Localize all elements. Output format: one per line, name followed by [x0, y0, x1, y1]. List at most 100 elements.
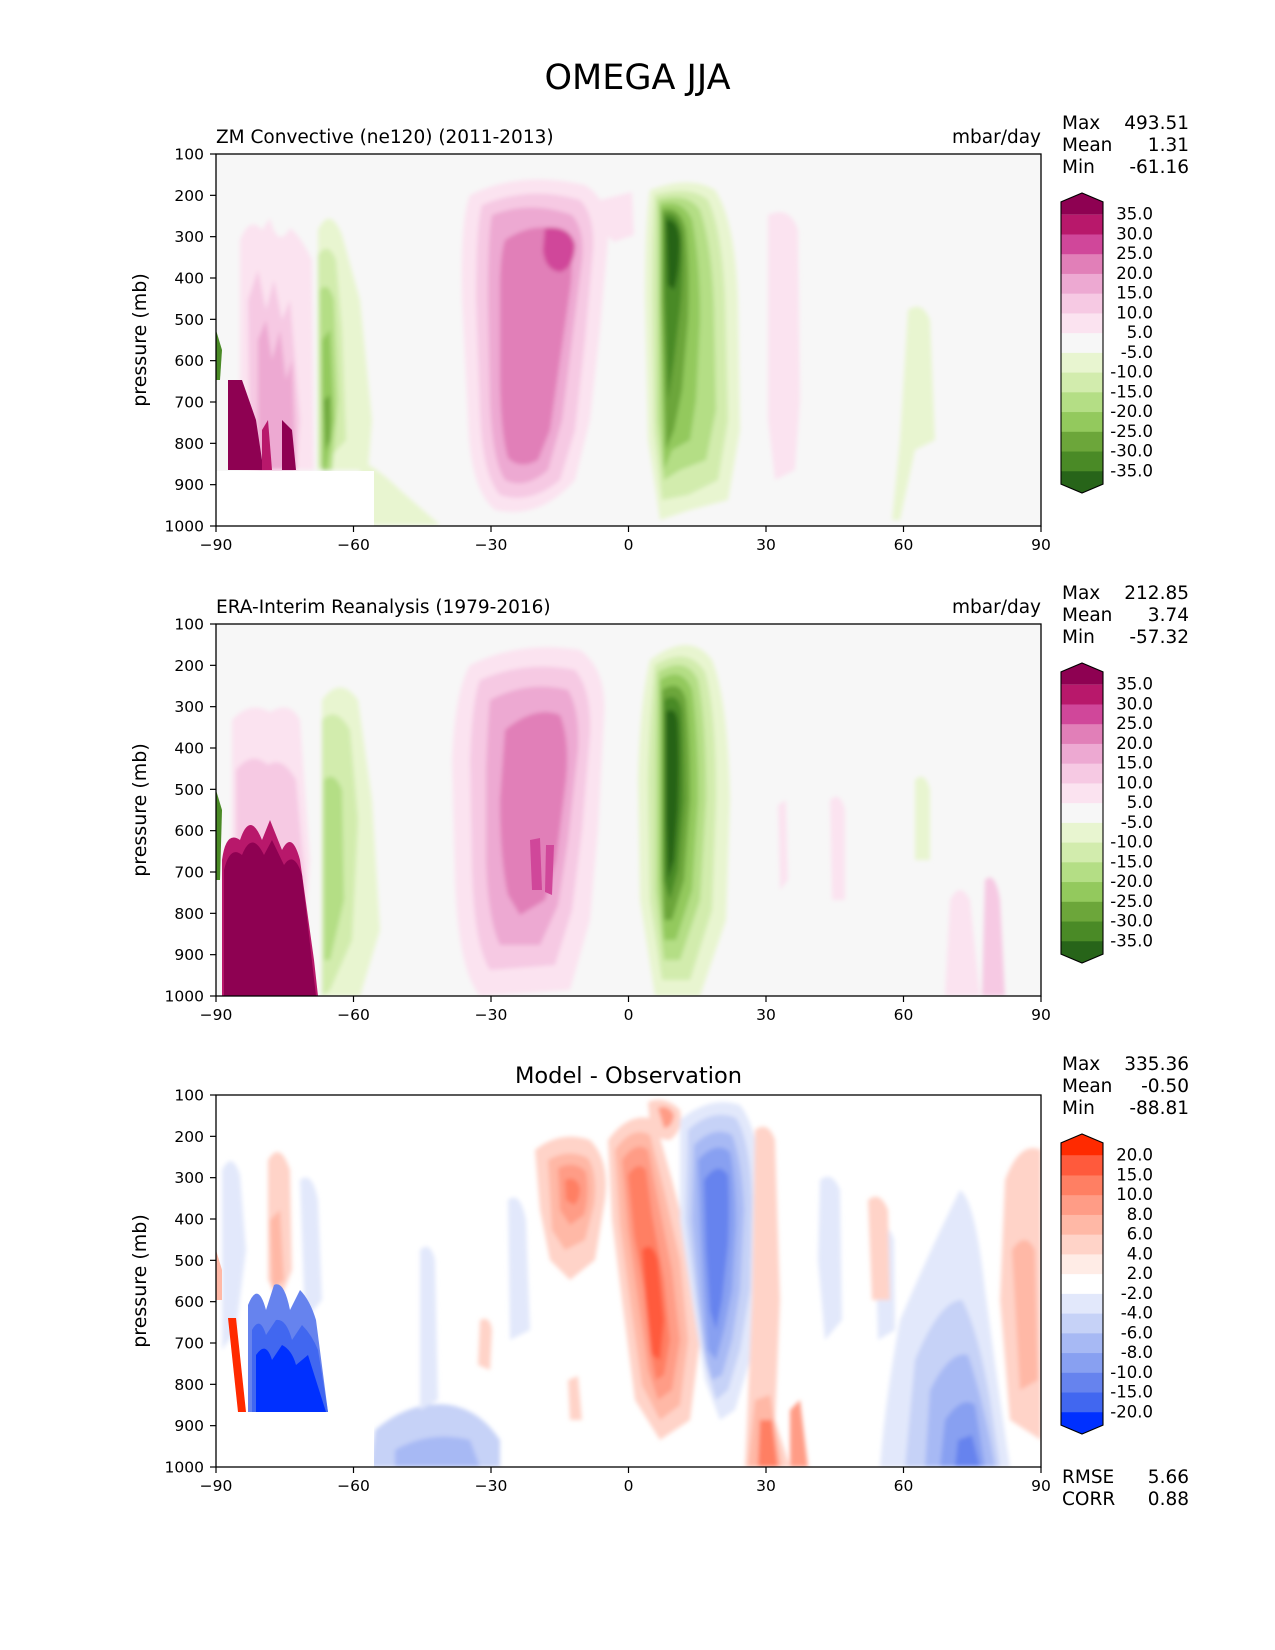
stat-label: Min — [1062, 1098, 1095, 1119]
colorbar-swatch — [1061, 1214, 1103, 1236]
colorbar-level: -15.0 — [1110, 852, 1153, 871]
colorbar-swatch — [1061, 901, 1103, 923]
colorbar-level: -25.0 — [1110, 422, 1153, 441]
colorbar-level: 15.0 — [1116, 1165, 1153, 1184]
x-tick-label: 90 — [1031, 536, 1051, 554]
colorbar-level: 20.0 — [1116, 734, 1153, 753]
contour-field — [216, 1099, 1041, 1467]
stat-value: 1.31 — [1148, 135, 1189, 156]
y-tick-label: 100 — [174, 1087, 204, 1105]
colorbar-level: -30.0 — [1110, 912, 1153, 931]
colorbar-swatch — [1061, 862, 1103, 883]
y-tick-label: 800 — [174, 1376, 204, 1394]
x-tick-label: 60 — [894, 1006, 914, 1024]
colorbar-swatch — [1061, 412, 1103, 433]
x-tick-label: −60 — [337, 536, 370, 554]
y-tick-label: 500 — [174, 1252, 204, 1270]
x-tick-label: −30 — [475, 1477, 508, 1495]
colorbar-swatch — [1061, 273, 1103, 295]
colorbar-level: -4.0 — [1121, 1304, 1153, 1323]
contour-field — [216, 645, 1005, 996]
colorbar-level: 25.0 — [1116, 714, 1153, 733]
x-tick-label: 0 — [624, 536, 634, 554]
colorbar-level: 35.0 — [1116, 205, 1153, 224]
x-tick-label: −60 — [337, 1006, 370, 1024]
colorbar-swatch — [1061, 724, 1103, 745]
colorbar-swatch — [1061, 684, 1103, 705]
colorbar-level: 5.0 — [1127, 323, 1153, 342]
units-label: mbar/day — [952, 597, 1041, 618]
stat-label: Max — [1062, 1054, 1100, 1075]
x-tick-label: −30 — [475, 1006, 508, 1024]
x-tick-label: −90 — [200, 1477, 233, 1495]
stat-value: 3.74 — [1148, 605, 1189, 626]
x-tick-label: 30 — [756, 536, 776, 554]
y-tick-label: 200 — [174, 187, 204, 205]
y-tick-label: 500 — [174, 781, 204, 799]
y-tick-label: 600 — [174, 352, 204, 370]
y-tick-label: 1000 — [165, 1459, 204, 1477]
colorbar-swatch — [1061, 822, 1103, 844]
stat-label: Max — [1062, 583, 1100, 604]
colorbar-swatch — [1061, 193, 1103, 215]
y-tick-label: 900 — [174, 476, 204, 494]
colorbar-level: 6.0 — [1127, 1225, 1153, 1244]
colorbar-level: 35.0 — [1116, 675, 1153, 694]
panel-era-interim: −90 −60 −30 0 30 60 90 100 200 300 400 500 600 700 800… — [129, 616, 1051, 1025]
colorbar-swatch — [1061, 1155, 1103, 1176]
units-label: mbar/day — [952, 127, 1041, 148]
x-tick-label: 0 — [624, 1477, 634, 1495]
colorbar-swatch — [1061, 392, 1103, 413]
y-tick-label: 400 — [174, 270, 204, 288]
colorbar-swatch — [1061, 842, 1103, 863]
colorbar-level: -25.0 — [1110, 892, 1153, 911]
stat-label: Min — [1062, 157, 1095, 178]
colorbar-swatch — [1061, 1274, 1103, 1295]
colorbar-swatch — [1061, 763, 1103, 784]
y-tick-label: 100 — [174, 616, 204, 634]
stat-value: -0.50 — [1141, 1076, 1189, 1097]
colorbar-outline — [1060, 1133, 1104, 1435]
y-axis-label: pressure (mb) — [129, 743, 151, 877]
x-tick-label: 60 — [894, 1477, 914, 1495]
colorbar-swatch — [1061, 352, 1103, 374]
colorbar-swatch — [1061, 1234, 1103, 1255]
stat-value: -61.16 — [1129, 157, 1189, 178]
colorbar-swatch — [1061, 1392, 1103, 1413]
metric-label: CORR — [1062, 1489, 1115, 1510]
colorbar-swatch — [1061, 704, 1103, 725]
x-tick-label: 30 — [756, 1477, 776, 1495]
colorbar-swatch — [1061, 1372, 1103, 1394]
axes: −90 −60 −30 0 30 60 90 100 200 300 400 500 600 700 800… — [129, 146, 1051, 555]
colorbar-swatch — [1061, 1353, 1103, 1374]
colorbar-level: -5.0 — [1121, 343, 1153, 362]
stat-value: 212.85 — [1124, 583, 1189, 604]
colorbar-level: 15.0 — [1116, 754, 1153, 773]
metric-value: 5.66 — [1148, 1467, 1189, 1488]
y-tick-label: 300 — [174, 228, 204, 246]
colorbar-outline — [1060, 192, 1104, 494]
y-tick-label: 200 — [174, 657, 204, 675]
colorbar-level: -10.0 — [1110, 1363, 1153, 1382]
colorbar-swatch — [1061, 882, 1103, 903]
colorbars: 35.030.025.020.015.010.05.0-5.0-10.0-15.… — [1060, 192, 1153, 1435]
figure-title: OMEGA JJA — [544, 58, 731, 98]
colorbar-outline — [1060, 662, 1104, 964]
colorbar-swatch — [1061, 313, 1103, 334]
colorbar-level: -10.0 — [1110, 363, 1153, 382]
colorbar-swatch — [1061, 1412, 1103, 1434]
colorbar-swatch — [1061, 471, 1103, 493]
y-axis-label: pressure (mb) — [129, 1214, 151, 1348]
x-tick-label: −90 — [200, 536, 233, 554]
y-tick-label: 600 — [174, 1293, 204, 1311]
colorbar-swatch — [1061, 451, 1103, 472]
colorbar-swatch — [1061, 1175, 1103, 1196]
colorbar-level: -30.0 — [1110, 442, 1153, 461]
colorbar-level: 10.0 — [1116, 773, 1153, 792]
stat-label: Mean — [1062, 135, 1112, 156]
colorbar-swatch — [1061, 234, 1103, 255]
colorbar-swatch — [1061, 921, 1103, 942]
colorbar-swatch — [1061, 333, 1103, 354]
colorbar-level: 10.0 — [1116, 303, 1153, 322]
